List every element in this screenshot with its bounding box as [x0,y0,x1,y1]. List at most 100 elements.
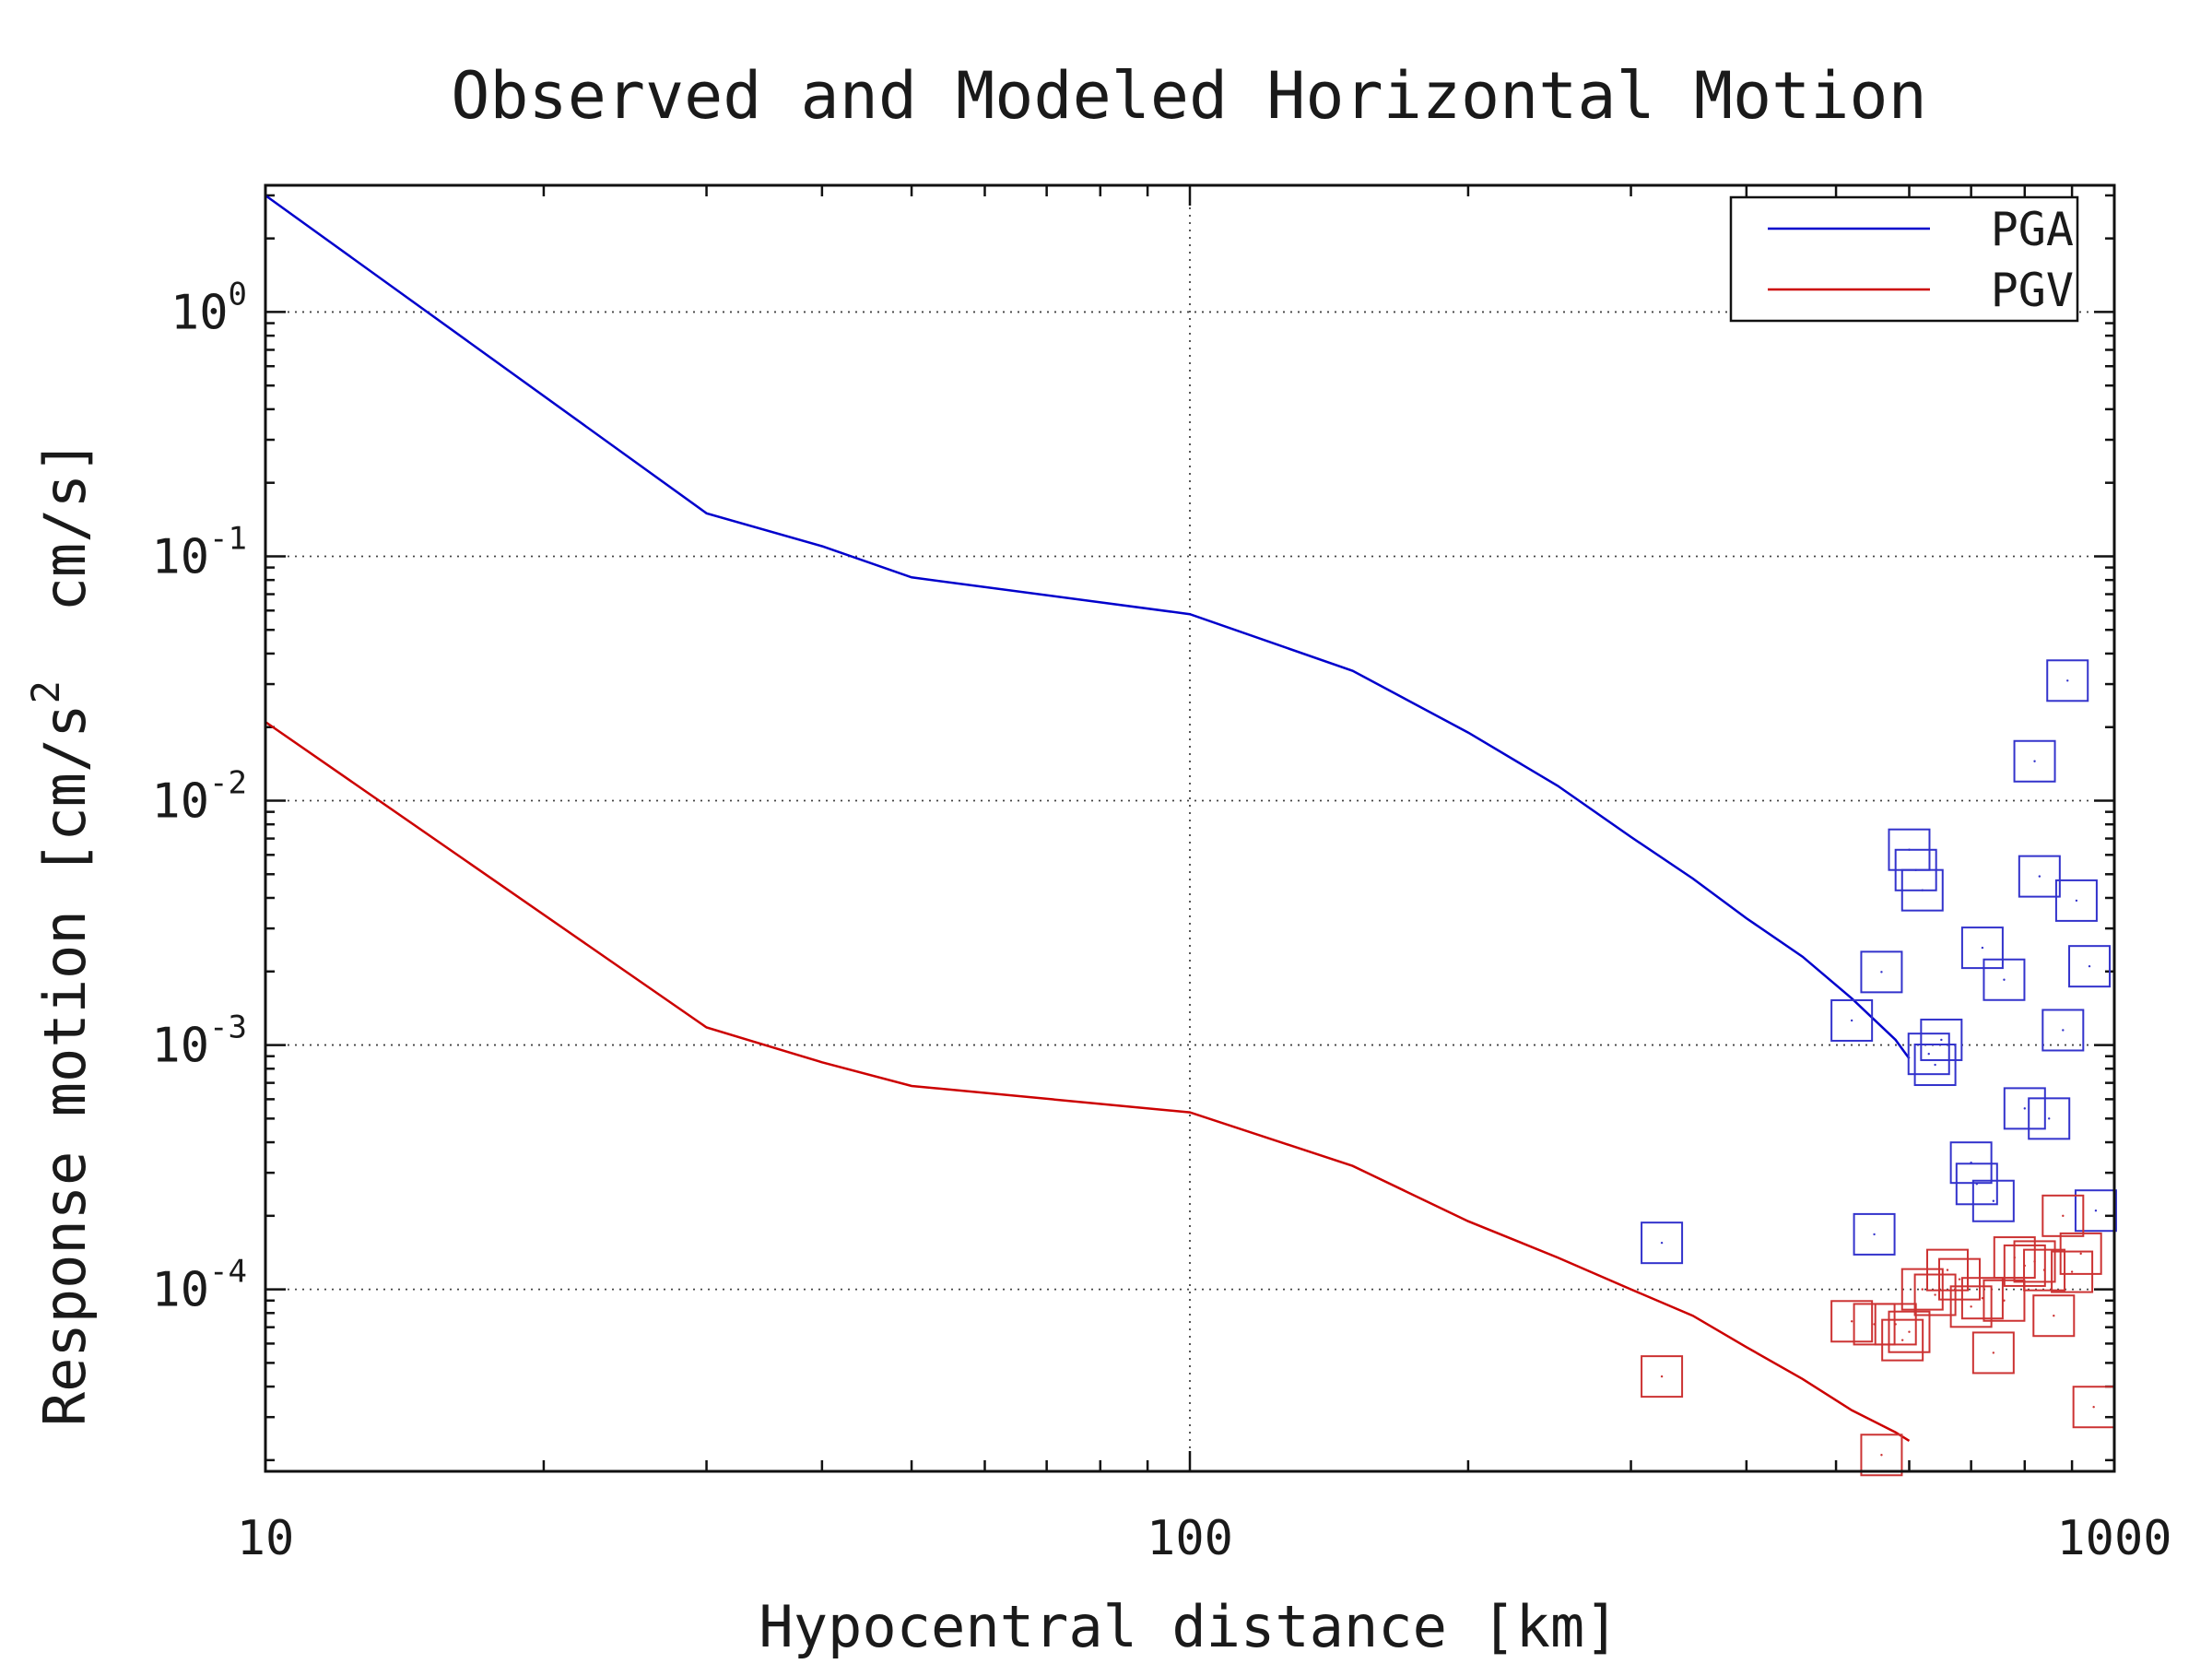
chart-title: Observed and Modeled Horizontal Motion [451,58,1926,134]
data-point-marker [1641,1221,1684,1265]
data-point-center [2038,875,2041,878]
legend-box [1729,195,2079,323]
x-tick-labels: 10 100 1000 [237,1511,2172,1566]
y-axis-label-suffix: cm/s] [31,440,99,680]
data-point-marker [2041,1009,2085,1052]
data-point-marker [1960,926,2004,970]
series-pgv-observed [1641,1194,2115,1477]
x-tick-label: 100 [1147,1511,1233,1566]
data-point-marker [1900,868,1944,912]
data-point-center [1660,1375,1664,1378]
data-point-center [1850,1019,1853,1022]
data-point-center [1958,1278,1961,1280]
data-point-marker [1955,1162,1998,1206]
data-point-center [2048,1117,2051,1120]
data-point-marker [1881,1318,1924,1362]
legend-label-pgv: PGV [1991,264,2074,317]
data-point-center [1880,1454,1883,1457]
data-point-marker [1949,1141,1993,1185]
series-pga-observed [1641,659,2117,1265]
data-point-center [2088,964,2091,968]
data-point-center [1900,1339,1904,1341]
y-tick-label: 10-3 [151,1009,247,1074]
data-point-center [2003,978,2006,981]
data-point-marker [1900,1268,1944,1311]
data-point-center [2053,1315,2055,1317]
data-point-marker [1971,1179,2015,1222]
data-point-marker [1860,950,1903,994]
data-point-marker [2018,855,2061,898]
series-pgv [265,721,1911,1442]
y-tick-label: 10-2 [151,765,247,830]
data-point-marker [2059,1232,2102,1275]
data-point-marker [1641,1355,1684,1398]
data-point-marker [2051,1250,2094,1293]
series-layer [265,194,2117,1477]
data-point-marker [2041,1194,2085,1237]
data-point-center [2079,1252,2082,1256]
data-point-center [1894,1323,1897,1326]
data-point-marker [1913,1044,1957,1087]
data-point-marker [1960,1277,2004,1320]
data-point-center [2033,1260,2036,1263]
plot-frame [264,183,2116,1473]
y-tick-labels: 100 10-1 10-2 10-3 10-4 [151,276,247,1317]
data-point-marker [1888,1310,1931,1353]
data-point-marker [2068,945,2112,988]
data-point-marker [1913,1273,1957,1316]
data-point-center [2094,1210,2098,1212]
data-point-marker [1971,1331,2015,1375]
x-tick-label: 1000 [2056,1511,2171,1566]
data-point-marker [1874,1303,1917,1346]
series-line-pgv [265,721,1911,1442]
data-point-marker [2032,1294,2076,1338]
data-point-marker [2054,879,2098,922]
y-axis-label: Response motion [cm/s2 cm/s] [23,440,99,1426]
data-point-marker [1860,1434,1903,1477]
data-point-center [1927,1052,1930,1056]
data-point-center [1981,946,1984,950]
y-axis-label-sup: 2 [23,680,68,703]
data-point-center [2070,1270,2074,1273]
data-point-center [2062,1214,2065,1218]
data-point-center [1992,1199,1995,1202]
data-point-marker [1920,1018,1963,1061]
data-point-marker [1949,1285,1993,1328]
y-tick-label: 100 [171,276,247,340]
data-point-marker [1853,1212,1896,1256]
data-point-marker [1938,1257,1982,1301]
data-point-center [2033,760,2036,762]
x-axis-label: Hypocentral distance [km] [759,1593,1618,1659]
data-point-center [1908,1330,1911,1333]
data-point-center [1946,1269,1949,1271]
data-point-marker [1907,1033,1950,1076]
data-point-marker [2013,739,2056,783]
series-line-pga [265,194,1911,1060]
data-point-center [1940,1038,1943,1042]
data-point-marker [1926,1248,1970,1292]
grid-layer [265,185,2114,1471]
data-point-marker [1983,958,2026,1001]
data-point-center [1660,1241,1664,1245]
data-point-center [1934,1293,1936,1296]
data-point-center [2066,679,2069,682]
legend-label-pga: PGA [1991,203,2074,256]
data-point-center [1850,1320,1853,1323]
data-point-center [1934,1063,1936,1067]
data-point-center [2003,1299,2006,1302]
y-tick-label: 10-4 [151,1254,247,1318]
data-point-center [1921,1288,1924,1291]
data-point-marker [2023,1248,2066,1292]
data-point-marker [2028,1097,2071,1140]
data-point-center [1880,971,1883,974]
y-axis-label-prefix: Response motion [cm/s [31,703,99,1426]
data-point-center [1921,889,1924,891]
legend: PGA PGV [1729,195,2079,323]
data-point-marker [2013,1240,2056,1283]
data-point-center [2075,899,2078,903]
data-point-center [2092,1406,2095,1409]
data-point-center [1975,1183,1979,1186]
data-point-center [2042,1269,2046,1271]
x-tick-label: 10 [237,1511,295,1566]
